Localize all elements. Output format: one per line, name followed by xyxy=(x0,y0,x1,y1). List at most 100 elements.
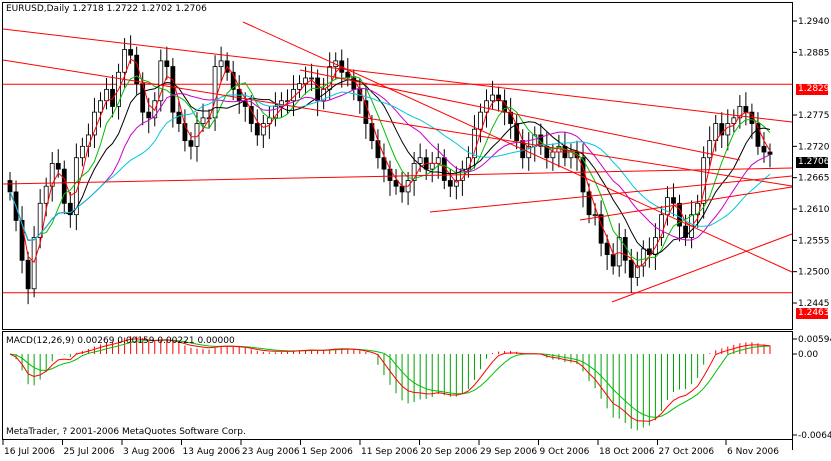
candle-body xyxy=(604,242,610,255)
candle-body xyxy=(25,259,31,290)
candle-body xyxy=(411,163,417,181)
time-label: 16 Jul 2006 xyxy=(4,447,55,457)
candle-body xyxy=(188,140,194,147)
candle-body xyxy=(628,259,634,278)
candle-body xyxy=(707,140,713,159)
time-label: 13 Aug 2006 xyxy=(183,447,241,457)
price-tick-label: 1.2500 xyxy=(798,268,830,278)
candle-body xyxy=(260,123,266,136)
time-label: 3 Aug 2006 xyxy=(123,447,175,457)
candle-body xyxy=(472,128,477,159)
price-tick-label: 1.2665 xyxy=(798,174,830,184)
candle-body xyxy=(731,117,737,124)
candle-body xyxy=(496,94,501,102)
candle-body xyxy=(767,151,773,155)
candle-body xyxy=(659,214,664,238)
candle-body xyxy=(86,134,91,147)
candle-body xyxy=(122,49,128,73)
main-panel-frame xyxy=(2,2,793,330)
candle-body xyxy=(490,94,495,102)
candle-body xyxy=(104,88,109,102)
time-label: 18 Oct 2006 xyxy=(599,447,655,457)
candle-body xyxy=(671,197,676,204)
price-tick-label: 1.2940 xyxy=(798,17,830,27)
symbol-header: EURUSD,Daily 1.2718 1.2722 1.2702 1.2706 xyxy=(6,4,207,14)
candle-body xyxy=(248,106,254,124)
candle-body xyxy=(92,111,97,136)
candle-body xyxy=(37,202,43,238)
price-tick-label: 1.2555 xyxy=(798,236,830,246)
candle-body xyxy=(146,111,152,119)
candle-body xyxy=(55,163,61,170)
candle-body xyxy=(634,265,640,278)
time-label: 6 Nov 2006 xyxy=(727,447,779,457)
candle-body xyxy=(683,225,688,238)
moving-average-black xyxy=(9,79,771,256)
candle-body xyxy=(550,151,556,159)
candle-body xyxy=(417,157,423,164)
price-tick-label: 1.2445 xyxy=(798,299,830,309)
candle-body xyxy=(230,71,236,90)
candle-body xyxy=(453,180,459,187)
candle-body xyxy=(200,117,206,124)
candle-body xyxy=(176,111,182,124)
candle-body xyxy=(514,123,520,142)
candle-body xyxy=(309,77,314,80)
candle-body xyxy=(297,83,302,90)
macd-panel-frame xyxy=(2,331,793,440)
trend-line xyxy=(299,69,741,161)
candle-body xyxy=(701,157,707,204)
macd-main-line xyxy=(9,338,771,422)
candle-body xyxy=(79,145,85,159)
trend-line xyxy=(611,233,793,303)
candle-body xyxy=(755,123,761,147)
macd-tick-label: 0.00594 xyxy=(798,335,831,345)
candle-body xyxy=(616,237,622,267)
candle-body xyxy=(737,106,743,119)
trend-line xyxy=(2,167,793,185)
time-label: 1 Sep 2006 xyxy=(302,447,354,457)
candle-body xyxy=(218,60,224,67)
time-label: 20 Sep 2006 xyxy=(421,447,478,457)
candle-body xyxy=(586,191,592,216)
candle-body xyxy=(429,163,435,170)
candle-body xyxy=(158,60,164,102)
time-label: 29 Sep 2006 xyxy=(480,447,537,457)
candle-body xyxy=(447,180,453,187)
candle-body xyxy=(393,180,399,187)
candle-body xyxy=(369,123,375,142)
price-tick-label: 1.2885 xyxy=(798,48,830,58)
macd-tick-label: 0.00 xyxy=(798,350,818,360)
candle-body xyxy=(110,88,115,107)
candle-body xyxy=(610,254,616,267)
time-label: 11 Sep 2006 xyxy=(361,447,418,457)
candle-body xyxy=(98,100,103,113)
candle-body xyxy=(399,185,405,193)
candle-body xyxy=(484,100,489,113)
candle-body xyxy=(743,106,749,113)
candle-body xyxy=(677,202,682,227)
candle-body xyxy=(43,185,49,204)
moving-average-fast xyxy=(9,58,771,269)
candle-body xyxy=(128,49,134,56)
macd-signal-line xyxy=(9,339,771,418)
candle-body xyxy=(592,214,598,217)
moving-average-green xyxy=(9,75,771,261)
macd-tick-label: -0.0064 xyxy=(798,431,831,441)
candle-body xyxy=(19,219,25,261)
price-tick-label: 1.2610 xyxy=(798,205,830,215)
trend-line xyxy=(2,59,793,187)
candle-body xyxy=(381,157,387,170)
candle-body xyxy=(435,157,441,164)
price-tick-label: 1.2720 xyxy=(798,142,830,152)
time-label: 23 Aug 2006 xyxy=(242,447,300,457)
candle-body xyxy=(31,237,37,290)
macd-title: MACD(12,26,9) 0.00269 0.00159 0.00221 0.… xyxy=(6,336,235,346)
trend-line xyxy=(579,186,793,221)
candle-body xyxy=(761,145,767,153)
candle-body xyxy=(478,111,483,130)
candle-body xyxy=(7,180,13,193)
moving-average-magenta xyxy=(9,87,771,241)
